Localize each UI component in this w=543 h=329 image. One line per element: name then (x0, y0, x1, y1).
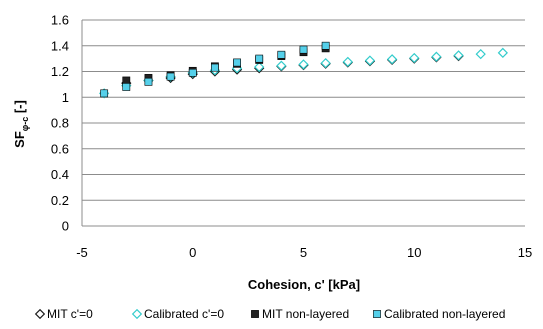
y-tick-label: 1.6 (51, 13, 69, 28)
data-point (211, 63, 219, 72)
data-point (497, 47, 508, 58)
legend-label: MIT non-layered (262, 307, 349, 321)
data-points (99, 41, 508, 99)
legend-label: MIT c'=0 (47, 307, 93, 321)
y-axis-title-main: SF (12, 131, 27, 148)
x-tick-label: 10 (407, 245, 421, 260)
legend-item: MIT non-layered (251, 307, 349, 321)
data-point (299, 45, 308, 54)
legend-item: Calibrated non-layered (373, 307, 505, 321)
x-tick-label: 15 (518, 245, 532, 260)
data-point (254, 61, 265, 73)
data-point (453, 50, 464, 61)
x-tick-labels: -5 0 5 10 15 (76, 245, 532, 260)
y-tick-label: 0.8 (51, 116, 69, 131)
series-2 (122, 44, 330, 85)
legend-marker (34, 308, 46, 320)
data-point (431, 51, 442, 62)
data-point (144, 77, 153, 86)
data-point (166, 72, 175, 81)
axes (81, 20, 525, 227)
y-tick-label: 0.2 (51, 193, 69, 208)
y-tick-label: 0.6 (51, 141, 69, 156)
y-axis-title: SFφ-c [-] (12, 100, 30, 148)
data-point (188, 68, 197, 77)
data-point (386, 54, 398, 65)
data-point (321, 41, 330, 50)
x-tick-label: -5 (76, 245, 88, 260)
legend-marker (131, 308, 143, 320)
y-tick-labels: 0 0.2 0.4 0.6 0.8 1 1.2 1.4 1.6 (51, 13, 69, 234)
data-point (255, 54, 264, 63)
y-axis-title-unit: [-] (12, 100, 27, 117)
data-point (320, 57, 331, 69)
data-point (122, 83, 131, 91)
data-point (233, 58, 241, 67)
x-tick-label: 0 (189, 245, 196, 260)
data-point (409, 52, 420, 64)
data-point (475, 48, 486, 60)
legend-marker (251, 310, 259, 318)
legend-item: MIT c'=0 (34, 307, 93, 321)
legend-label: Calibrated c'=0 (144, 307, 224, 321)
data-point (364, 55, 376, 66)
y-tick-label: 1.2 (51, 64, 69, 79)
x-axis-title: Cohesion, c' [kPa] (248, 277, 360, 292)
legend-item: Calibrated c'=0 (131, 307, 224, 321)
y-tick-label: 1 (62, 90, 69, 105)
data-point (122, 76, 131, 85)
series-3 (100, 41, 330, 98)
legend-label: Calibrated non-layered (384, 307, 505, 321)
y-tick-label: 1.4 (51, 38, 69, 53)
y-tick-label: 0 (62, 219, 69, 234)
legend: MIT c'=0 Calibrated c'=0 MIT non-layered Ca… (34, 307, 505, 321)
gridlines (82, 19, 525, 201)
data-point (342, 56, 353, 67)
x-tick-label: 5 (300, 245, 307, 260)
y-tick-label: 0.4 (51, 167, 69, 182)
data-point (298, 59, 309, 70)
data-point (100, 89, 109, 98)
y-axis-title-sub: φ-c (20, 117, 30, 131)
legend-marker (373, 310, 381, 318)
data-point (277, 50, 286, 59)
data-point (276, 60, 287, 71)
